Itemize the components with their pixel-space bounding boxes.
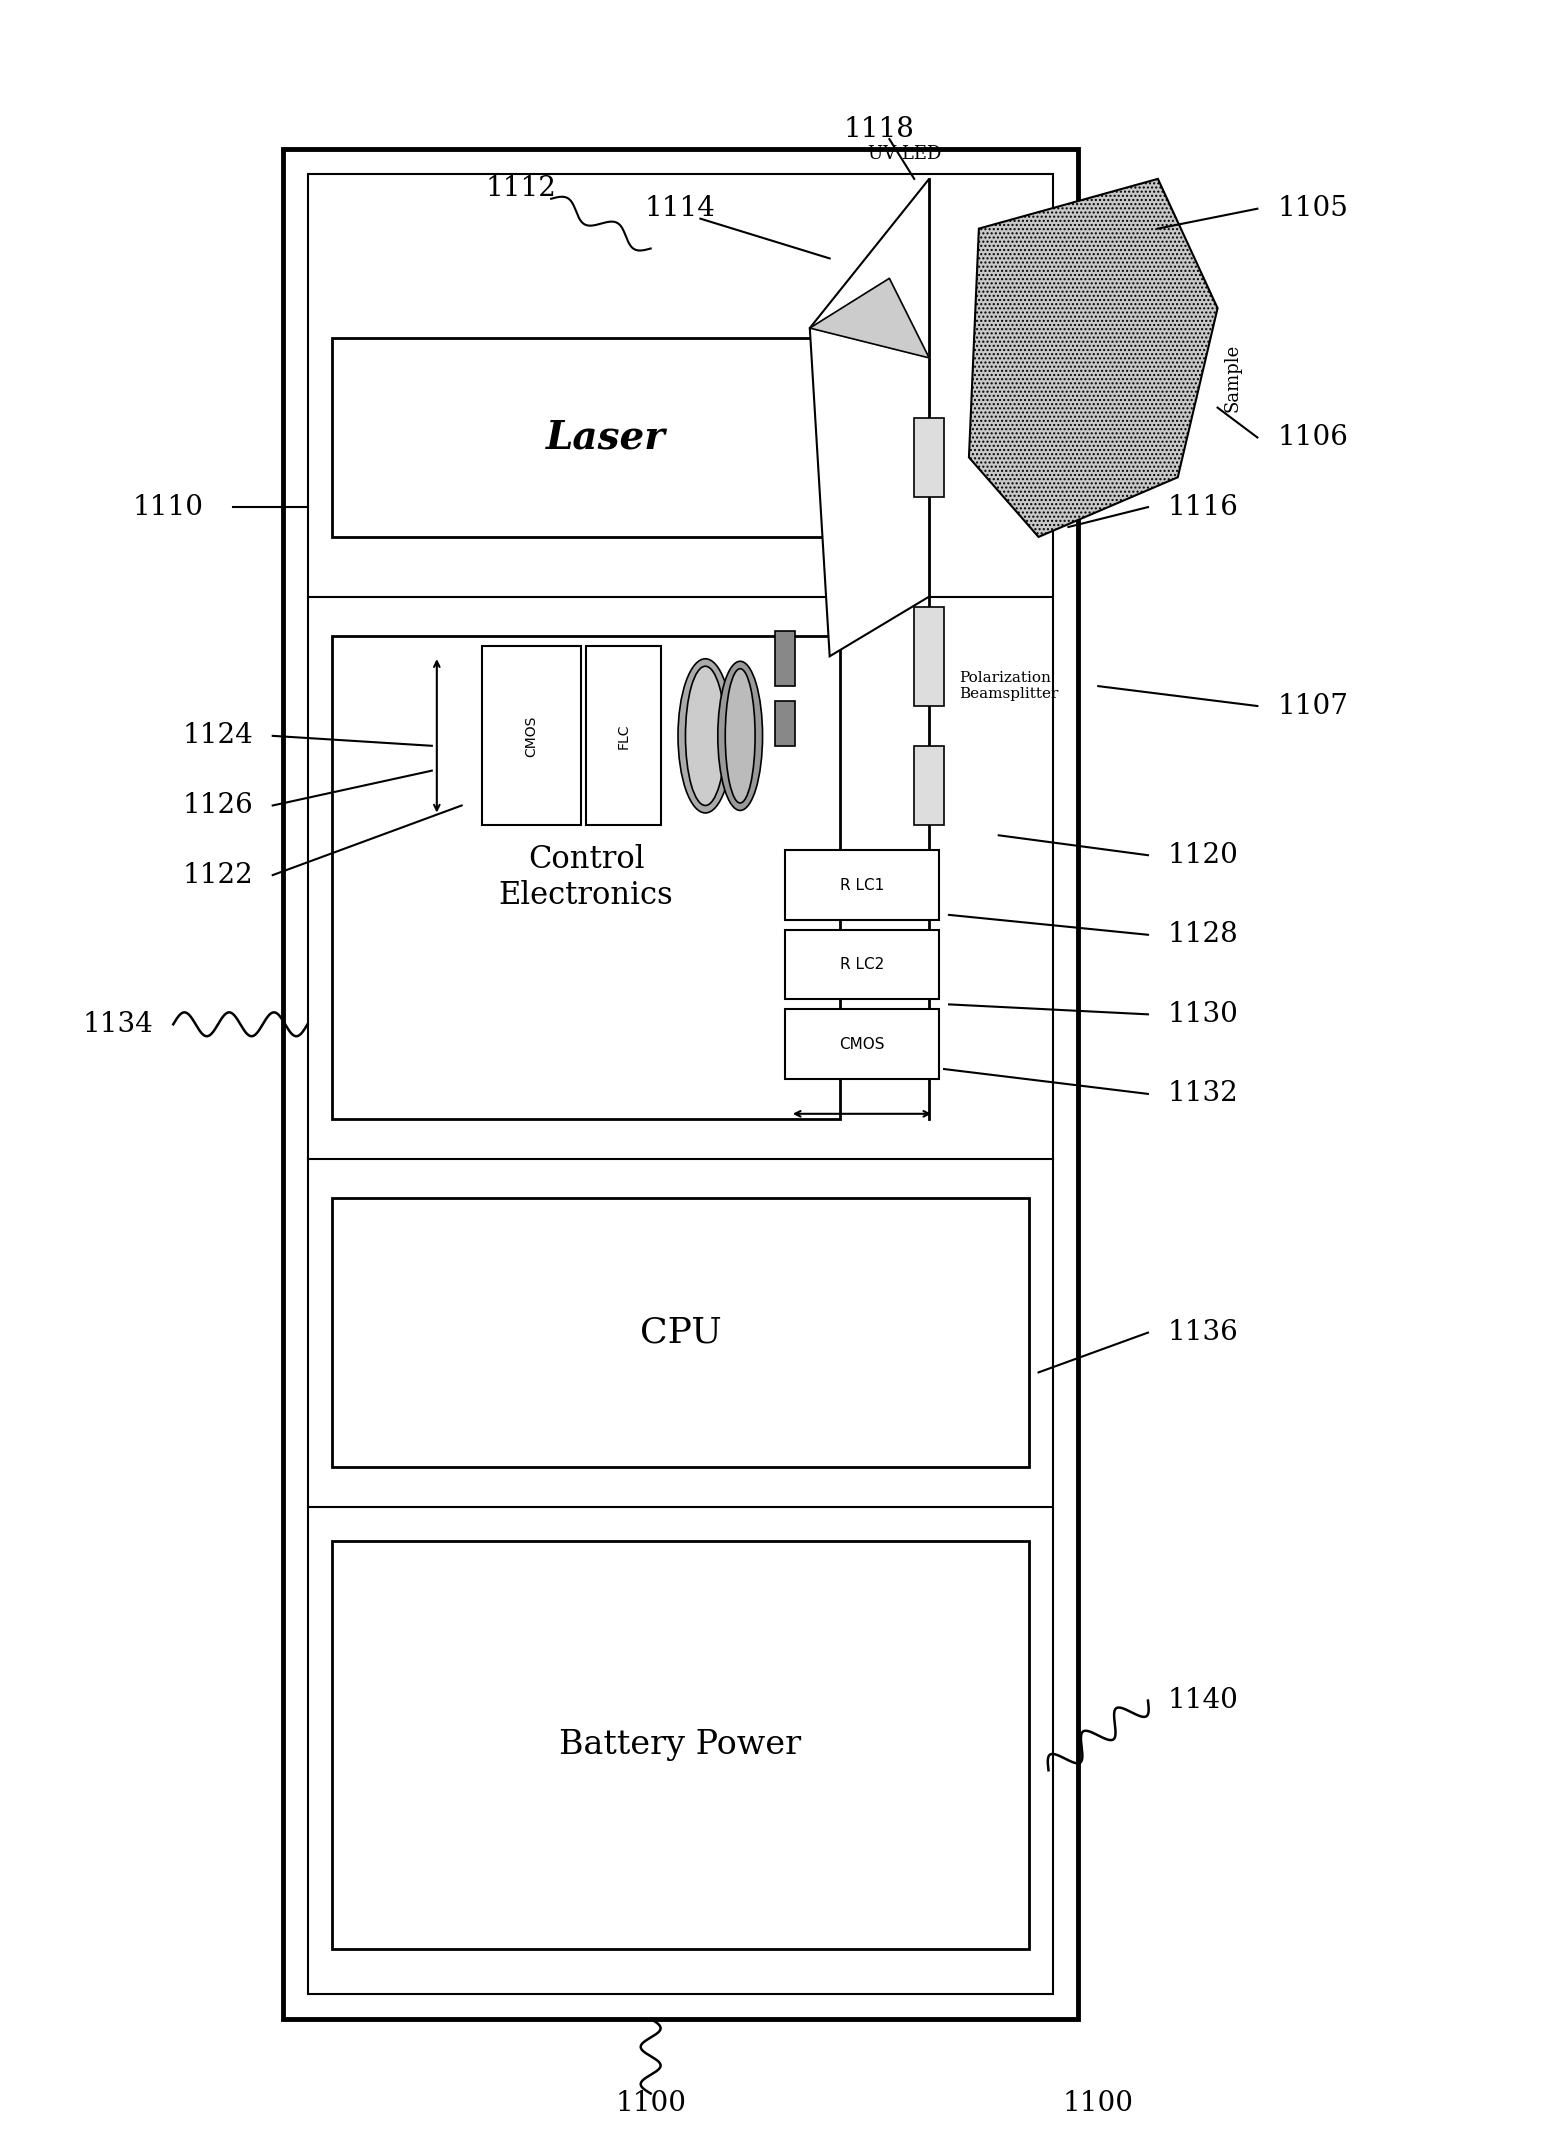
Bar [332,338,880,536]
Ellipse shape [726,668,755,803]
Text: R LC1: R LC1 [840,877,885,892]
Text: 1118: 1118 [845,116,916,142]
Text: 1130: 1130 [1167,1002,1238,1027]
Text: 1110: 1110 [133,493,204,521]
Polygon shape [809,179,929,657]
Text: Battery Power: Battery Power [559,1730,801,1762]
Text: 1116: 1116 [1167,493,1238,521]
Bar [482,646,581,825]
Bar [332,1198,1028,1467]
Ellipse shape [718,661,763,810]
Text: 1136: 1136 [1167,1318,1238,1346]
Text: CMOS: CMOS [525,715,539,756]
Bar [914,745,943,825]
Ellipse shape [686,666,726,806]
Text: 1134: 1134 [83,1010,153,1038]
Text: 1140: 1140 [1167,1687,1238,1715]
Text: 1100: 1100 [1062,2089,1133,2117]
Text: Polarization
Beamsplitter: Polarization Beamsplitter [959,672,1058,702]
Text: UV LED: UV LED [868,144,940,164]
Text: Sample: Sample [1223,345,1241,411]
Text: 1100: 1100 [615,2089,686,2117]
Bar [784,1010,939,1079]
Text: R LC2: R LC2 [840,956,885,971]
Bar [914,607,943,707]
Bar [914,418,943,498]
Text: Laser: Laser [547,418,665,457]
Text: 1126: 1126 [182,793,253,819]
Bar [784,931,939,999]
Text: 1106: 1106 [1277,424,1348,450]
Text: 1132: 1132 [1167,1081,1238,1107]
Text: 1122: 1122 [182,862,253,890]
Bar [332,1542,1028,1949]
Polygon shape [970,179,1218,536]
Text: 1107: 1107 [1277,694,1348,719]
Bar [775,631,795,687]
Bar [307,174,1053,1995]
Text: Control
Electronics: Control Electronics [499,844,673,911]
Text: 1120: 1120 [1167,842,1238,868]
Bar [784,851,939,920]
Ellipse shape [678,659,733,812]
Bar [775,700,795,745]
Text: 1105: 1105 [1277,196,1348,222]
Text: CMOS: CMOS [840,1036,885,1051]
Bar [283,149,1078,2018]
Text: 1124: 1124 [182,722,253,750]
Bar [587,646,661,825]
Text: 1128: 1128 [1167,922,1238,948]
Text: CPU: CPU [639,1316,721,1351]
Bar [332,635,840,1118]
Polygon shape [809,278,929,358]
Text: FLC: FLC [616,724,630,750]
Text: 1114: 1114 [645,196,716,222]
Text: 1112: 1112 [486,174,557,202]
